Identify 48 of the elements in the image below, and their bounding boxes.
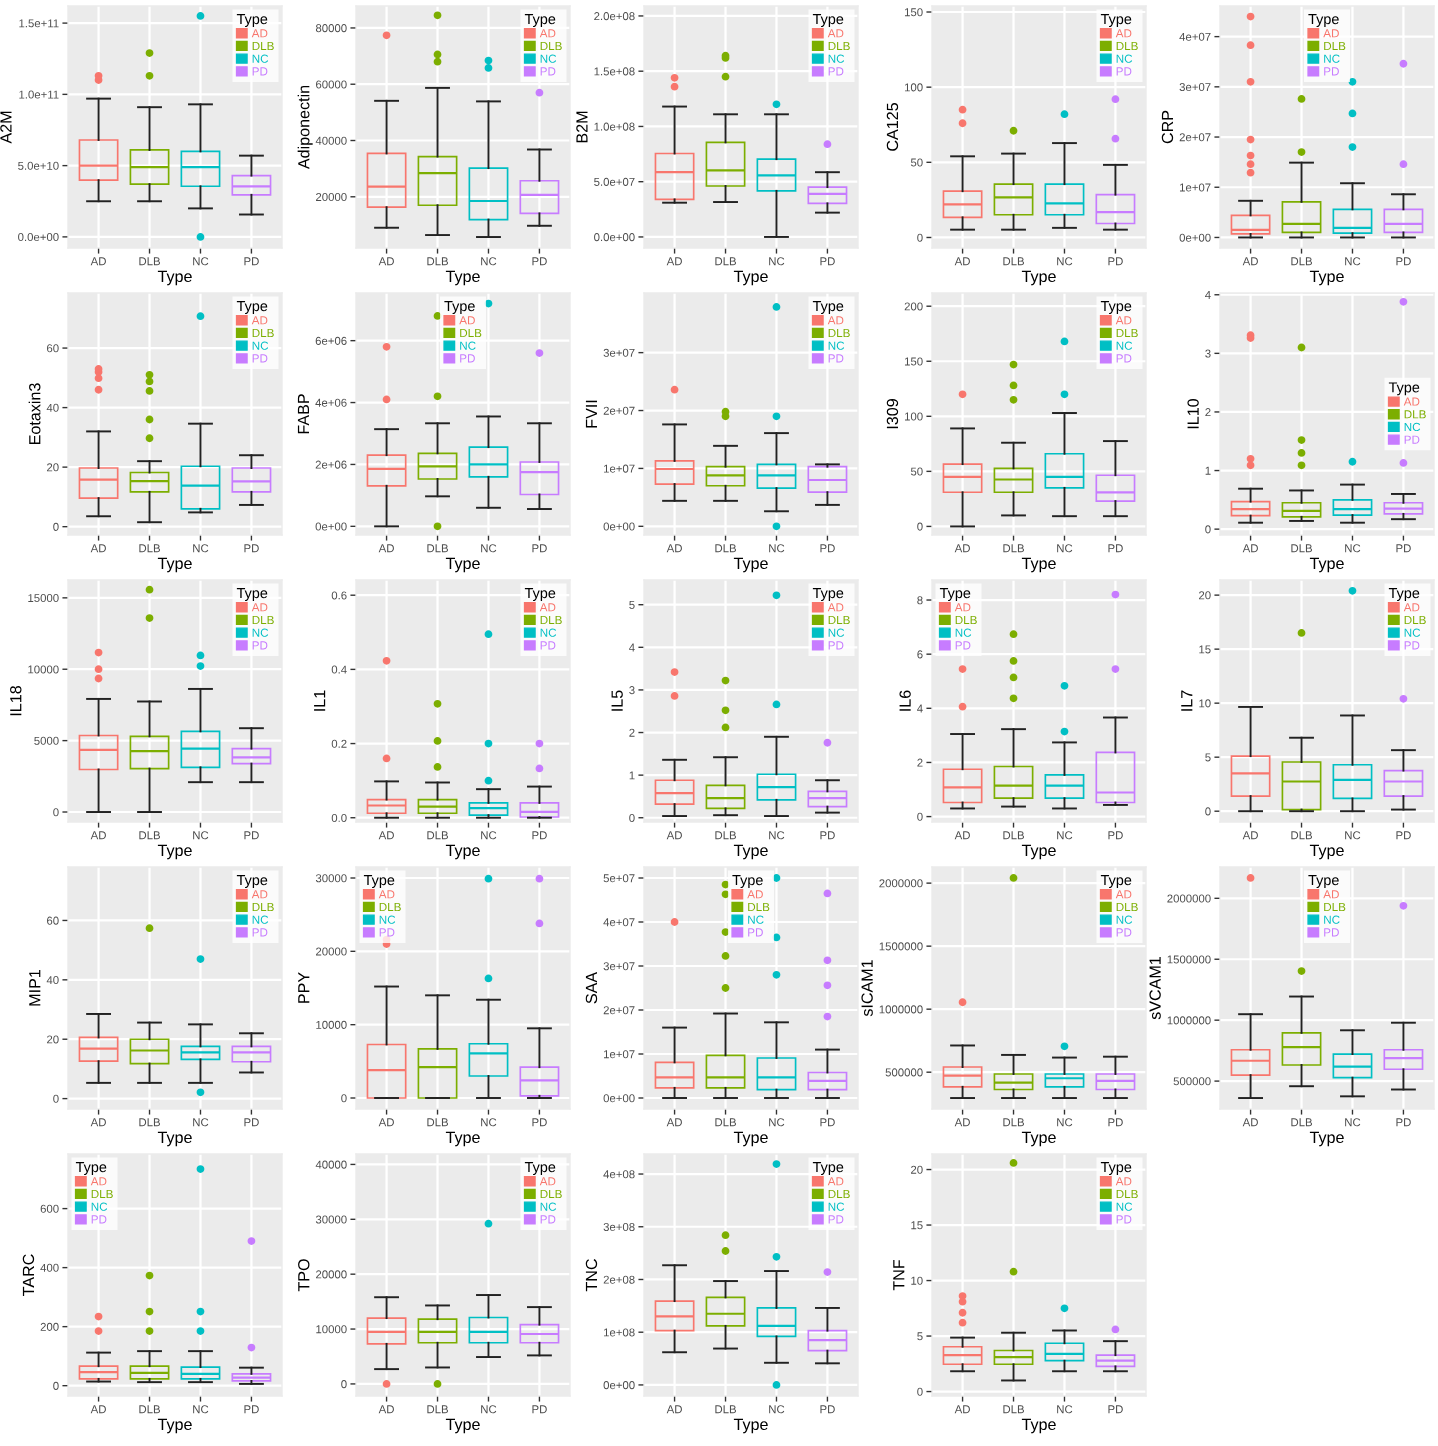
x-axis-title: Type <box>157 1131 192 1147</box>
y-axis-title: FABP <box>297 394 310 434</box>
y-axis-title: Adiponectin <box>297 85 313 170</box>
y-axis-title: A2M <box>0 111 12 144</box>
x-axis-title: Type <box>1309 270 1344 286</box>
x-axis-title: Type <box>157 844 192 860</box>
y-axis-title: B2M <box>576 111 588 143</box>
y-axis-title: PPY <box>298 972 310 1003</box>
x-axis-title: Type <box>1021 844 1056 860</box>
y-axis-title: IL18 <box>10 686 22 716</box>
x-axis-title: Type <box>1309 1131 1344 1147</box>
x-axis-title: Type <box>1021 557 1056 573</box>
y-axis-title: I309 <box>886 399 899 429</box>
x-axis-title: Type <box>445 270 480 286</box>
x-axis-title: Type <box>157 1418 192 1434</box>
y-axis-title: CA125 <box>886 103 899 151</box>
x-axis-title: Type <box>733 1131 768 1147</box>
y-axis-title: IL7 <box>1181 690 1193 711</box>
x-axis-title: Type <box>445 844 480 860</box>
y-axis-title: IL5 <box>611 690 623 711</box>
x-axis-title: Type <box>1021 1131 1056 1147</box>
y-axis-title: IL6 <box>899 690 911 711</box>
y-axis-title: TNC <box>585 1259 598 1292</box>
x-axis-title: Type <box>1021 270 1056 286</box>
x-axis-title: Type <box>733 557 768 573</box>
x-axis-title: Type <box>1309 557 1344 573</box>
x-axis-title: Type <box>445 1418 480 1434</box>
y-axis-title: MIP1 <box>29 969 41 1006</box>
x-axis-title: Type <box>445 1131 480 1147</box>
x-axis-title: Type <box>445 557 480 573</box>
y-axis-title: SAA <box>585 971 598 1004</box>
x-axis-title: Type <box>1309 844 1344 860</box>
y-axis-title: IL1 <box>314 690 326 711</box>
y-axis-title: sVCAM1 <box>1149 957 1161 1020</box>
y-axis-title: FVII <box>585 400 598 428</box>
y-axis-title: TNF <box>893 1259 905 1291</box>
y-axis-title: Eotaxin3 <box>28 383 41 445</box>
x-axis-title: Type <box>733 844 768 860</box>
x-axis-title: Type <box>733 270 768 286</box>
x-axis-title: Type <box>157 270 192 286</box>
x-axis-title: Type <box>157 557 192 573</box>
y-axis-title: TPO <box>298 1259 310 1292</box>
y-axis-title: IL10 <box>1187 398 1199 429</box>
y-axis-title: TARC <box>22 1254 35 1296</box>
x-axis-title: Type <box>1021 1418 1056 1434</box>
x-axis-title: Type <box>733 1418 768 1434</box>
y-axis-title: CRP <box>1161 110 1174 144</box>
y-axis-title: sICAM1 <box>861 960 873 1017</box>
